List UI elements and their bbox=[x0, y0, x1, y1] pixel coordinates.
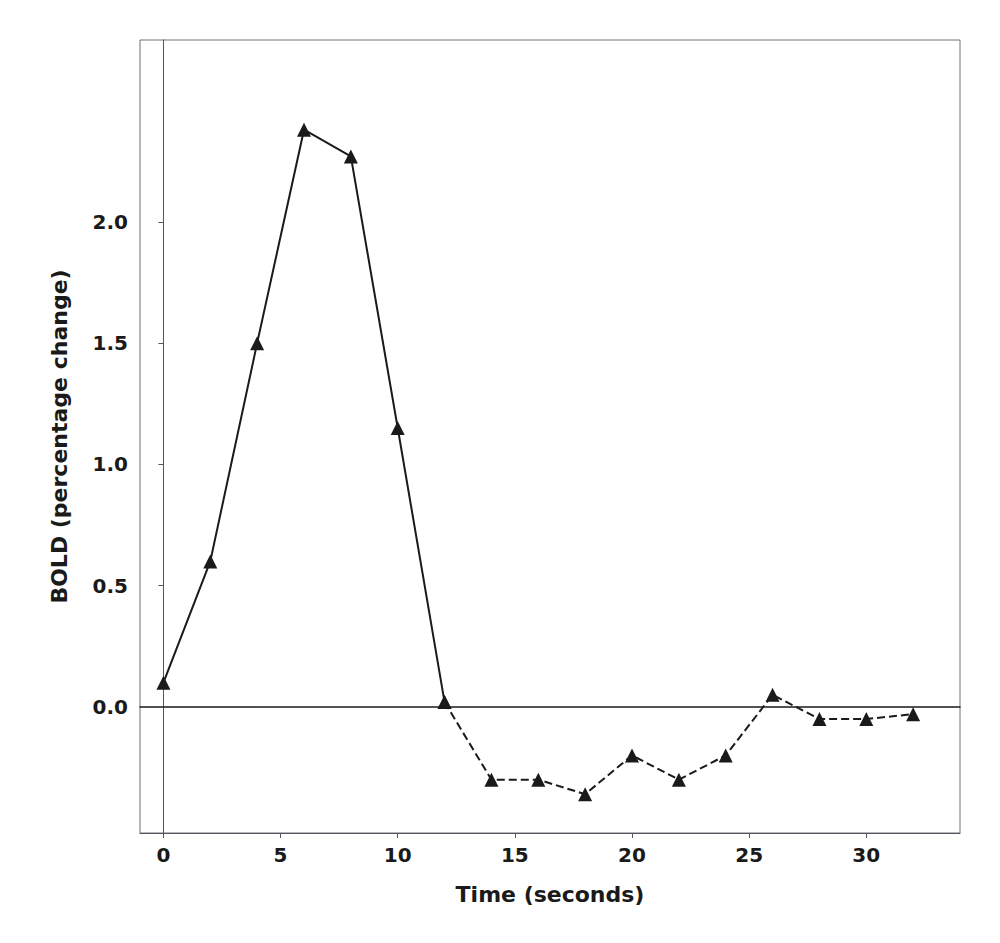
svg-text:25: 25 bbox=[735, 843, 763, 867]
svg-text:5: 5 bbox=[274, 843, 288, 867]
svg-text:2.0: 2.0 bbox=[93, 210, 128, 234]
svg-text:0: 0 bbox=[156, 843, 170, 867]
svg-text:0.5: 0.5 bbox=[93, 574, 128, 598]
svg-text:1.0: 1.0 bbox=[93, 452, 128, 476]
svg-text:20: 20 bbox=[618, 843, 646, 867]
svg-text:0.0: 0.0 bbox=[93, 695, 128, 719]
svg-text:10: 10 bbox=[384, 843, 412, 867]
svg-text:1.5: 1.5 bbox=[93, 331, 128, 355]
svg-text:BOLD (percentage change): BOLD (percentage change) bbox=[47, 269, 72, 603]
svg-text:Time (seconds): Time (seconds) bbox=[456, 882, 645, 907]
svg-text:30: 30 bbox=[852, 843, 880, 867]
svg-text:15: 15 bbox=[501, 843, 529, 867]
